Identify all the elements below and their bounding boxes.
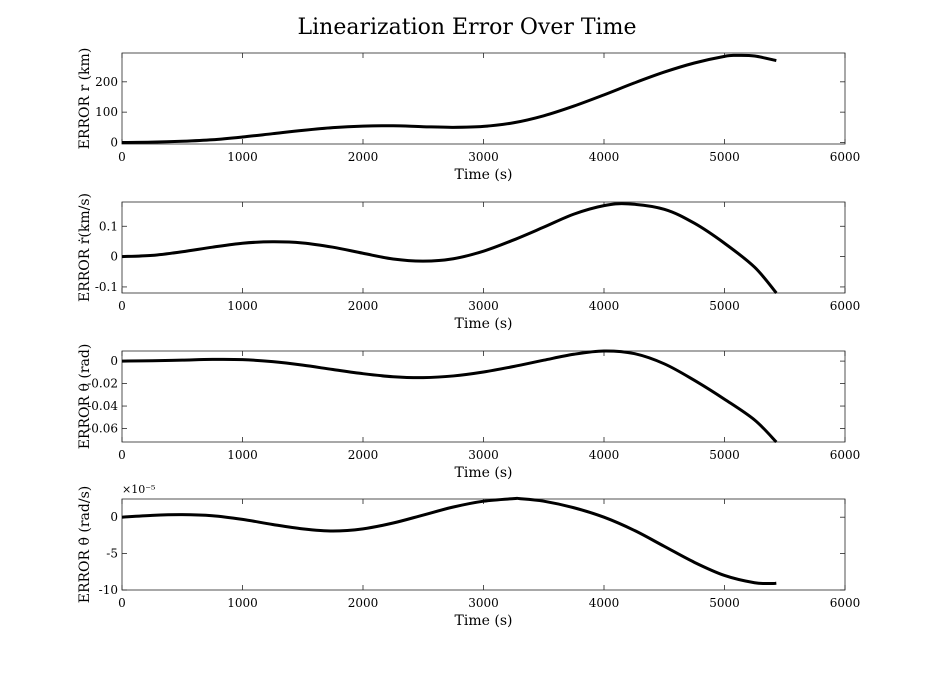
series-line-1 (121, 53, 777, 144)
y-tick-label: -10 (99, 583, 118, 597)
y-axis-label: ERROR r (km) (77, 48, 93, 150)
x-tick-label: 1000 (227, 299, 258, 313)
y-tick-label: 100 (95, 105, 118, 119)
x-tick-label: 6000 (830, 299, 861, 313)
x-axis-label: Time (s) (455, 167, 513, 183)
y-axis-label: ERROR ṙ(km/s) (77, 193, 93, 302)
x-axis-label: Time (s) (455, 316, 513, 332)
x-tick-label: 1000 (227, 150, 258, 164)
subplot-1: 0 1000 2000 3000 4000 5000 6000 0 100 200 Time (s)… (77, 48, 860, 183)
axes-box (121, 52, 846, 145)
x-tick-label: 2000 (348, 299, 379, 313)
y-tick-label: -0.04 (87, 399, 118, 413)
y-tick-label: 0 (110, 250, 118, 264)
x-tick-label: 2000 (348, 596, 379, 610)
x-tick-label: 3000 (468, 596, 499, 610)
x-tick-label: 3000 (468, 150, 499, 164)
x-tick-label: 6000 (830, 596, 861, 610)
x-tick-label: 4000 (589, 299, 620, 313)
x-axis-label: Time (s) (455, 465, 513, 481)
x-tick-label: 5000 (709, 150, 740, 164)
y-axis-multiplier: ×10⁻⁵ (122, 483, 155, 496)
y-tick-label: 0 (110, 354, 118, 368)
y-tick-label: 200 (95, 75, 118, 89)
x-tick-label: 4000 (589, 596, 620, 610)
x-tick-label: 5000 (709, 299, 740, 313)
x-tick-label: 0 (118, 299, 126, 313)
x-axis-label: Time (s) (455, 613, 513, 629)
series-line-1 (121, 349, 778, 444)
x-tick-label: 2000 (348, 150, 379, 164)
x-tick-label: 2000 (348, 448, 379, 462)
x-tick-label: 1000 (227, 448, 258, 462)
x-tick-label: 0 (118, 448, 126, 462)
y-tick-label: -0.02 (87, 377, 118, 391)
y-tick-label: -0.1 (95, 280, 118, 294)
x-tick-label: 6000 (830, 448, 861, 462)
y-tick-label: 0 (110, 135, 118, 149)
axes-box (121, 498, 846, 591)
y-tick-label: -0.06 (87, 422, 118, 436)
x-tick-label: 4000 (589, 150, 620, 164)
x-tick-label: 5000 (709, 596, 740, 610)
subplot-3: 0 1000 2000 3000 4000 5000 6000 0 -0.02 -0.04 -0.0… (77, 344, 860, 481)
y-tick-label: 0.1 (99, 219, 118, 233)
series-line-1 (121, 202, 778, 294)
series-line-1 (121, 496, 777, 586)
axes-box (121, 201, 846, 294)
x-tick-label: 5000 (709, 448, 740, 462)
x-tick-label: 6000 (830, 150, 861, 164)
x-tick-label: 3000 (468, 448, 499, 462)
y-tick-label: -5 (106, 547, 118, 561)
x-tick-label: 4000 (589, 448, 620, 462)
subplot-4: 0 1000 2000 3000 4000 5000 6000 0 -5 -10 Time (s) E… (77, 483, 860, 629)
x-tick-label: 0 (118, 150, 126, 164)
axes-box (121, 350, 846, 443)
y-tick-label: 0 (110, 510, 118, 524)
y-axis-label: ERROR θ̇ (rad/s) (77, 486, 93, 603)
x-tick-label: 3000 (468, 299, 499, 313)
x-tick-label: 1000 (227, 596, 258, 610)
figure-title: Linearization Error Over Time (298, 15, 637, 40)
y-axis-label: ERROR θ (rad) (77, 344, 93, 450)
x-tick-label: 0 (118, 596, 126, 610)
